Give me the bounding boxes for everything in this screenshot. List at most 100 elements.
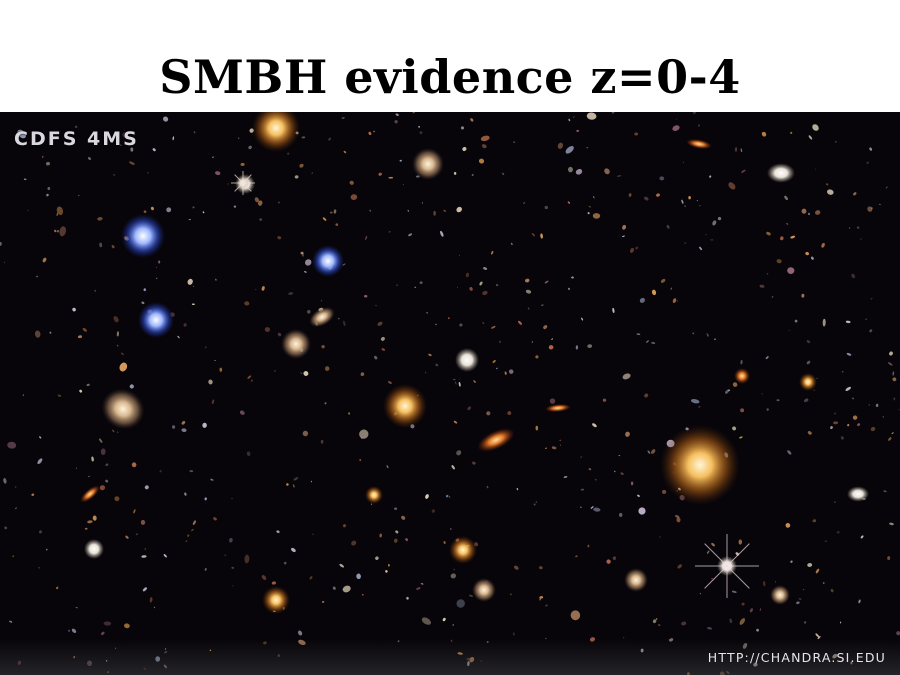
background-galaxy bbox=[453, 568, 455, 571]
background-galaxy bbox=[456, 450, 462, 456]
background-galaxy bbox=[637, 494, 640, 497]
background-galaxy bbox=[37, 458, 43, 465]
background-galaxy bbox=[202, 211, 205, 214]
background-galaxy bbox=[807, 431, 812, 435]
background-galaxy bbox=[749, 608, 753, 613]
background-galaxy bbox=[765, 356, 769, 360]
background-galaxy bbox=[767, 272, 769, 275]
background-galaxy bbox=[459, 254, 460, 256]
background-galaxy bbox=[119, 362, 128, 372]
background-galaxy bbox=[361, 594, 364, 596]
background-galaxy bbox=[531, 232, 535, 237]
background-galaxy bbox=[551, 446, 557, 450]
background-galaxy bbox=[36, 275, 38, 278]
background-galaxy bbox=[848, 227, 851, 229]
background-galaxy bbox=[780, 236, 784, 241]
background-galaxy bbox=[492, 359, 496, 364]
background-galaxy bbox=[443, 541, 446, 544]
background-galaxy bbox=[368, 131, 372, 136]
background-galaxy bbox=[452, 378, 456, 380]
background-galaxy bbox=[682, 161, 684, 164]
background-galaxy bbox=[698, 124, 700, 127]
background-galaxy bbox=[830, 426, 833, 430]
background-galaxy bbox=[193, 285, 195, 288]
background-galaxy bbox=[776, 259, 782, 264]
background-galaxy bbox=[303, 371, 309, 376]
compact-galaxy bbox=[799, 373, 817, 391]
background-galaxy bbox=[163, 554, 167, 558]
background-galaxy bbox=[155, 277, 158, 280]
background-galaxy bbox=[91, 456, 94, 462]
background-galaxy bbox=[202, 422, 207, 428]
background-galaxy bbox=[116, 431, 119, 433]
background-galaxy bbox=[523, 201, 525, 205]
background-galaxy bbox=[852, 397, 854, 400]
background-galaxy bbox=[342, 585, 351, 593]
background-galaxy bbox=[830, 588, 834, 593]
background-galaxy bbox=[97, 217, 103, 221]
background-galaxy bbox=[94, 289, 96, 292]
background-galaxy bbox=[419, 281, 423, 285]
elliptical-galaxy bbox=[660, 425, 740, 505]
background-galaxy bbox=[311, 172, 314, 174]
background-galaxy bbox=[100, 448, 106, 456]
background-galaxy bbox=[453, 171, 457, 175]
compact-galaxy bbox=[767, 163, 795, 183]
background-galaxy bbox=[499, 340, 501, 343]
background-galaxy bbox=[513, 565, 519, 570]
background-galaxy bbox=[647, 450, 651, 454]
background-galaxy bbox=[131, 462, 137, 468]
background-galaxy bbox=[426, 312, 428, 314]
background-galaxy bbox=[870, 297, 873, 300]
background-galaxy bbox=[86, 383, 90, 387]
background-galaxy bbox=[324, 402, 327, 405]
background-galaxy bbox=[264, 327, 271, 332]
background-galaxy bbox=[188, 219, 191, 221]
background-galaxy bbox=[39, 436, 42, 439]
background-galaxy bbox=[341, 117, 345, 119]
background-galaxy bbox=[244, 554, 250, 564]
background-galaxy bbox=[348, 412, 351, 415]
background-galaxy bbox=[191, 303, 195, 305]
background-galaxy bbox=[181, 420, 186, 425]
background-galaxy bbox=[545, 447, 547, 450]
background-galaxy bbox=[496, 367, 498, 370]
background-galaxy bbox=[551, 338, 553, 340]
background-galaxy bbox=[481, 144, 487, 149]
background-galaxy bbox=[42, 155, 44, 158]
background-galaxy bbox=[42, 257, 47, 263]
background-galaxy bbox=[570, 610, 581, 621]
background-galaxy bbox=[501, 172, 505, 175]
background-galaxy bbox=[513, 632, 515, 636]
background-galaxy bbox=[215, 278, 217, 281]
background-galaxy bbox=[465, 272, 469, 278]
background-galaxy bbox=[540, 233, 543, 239]
background-galaxy bbox=[808, 135, 813, 140]
spiral-galaxy bbox=[281, 329, 311, 359]
background-galaxy bbox=[557, 142, 564, 149]
blue-star bbox=[138, 302, 174, 338]
background-galaxy bbox=[785, 523, 791, 528]
background-galaxy bbox=[707, 550, 710, 554]
background-galaxy bbox=[740, 148, 743, 153]
background-galaxy bbox=[480, 135, 490, 142]
background-galaxy bbox=[639, 297, 645, 303]
background-galaxy bbox=[576, 129, 580, 132]
background-galaxy bbox=[445, 494, 449, 498]
background-galaxy bbox=[204, 497, 207, 501]
background-galaxy bbox=[812, 519, 817, 523]
elliptical-galaxy bbox=[449, 536, 477, 564]
background-galaxy bbox=[359, 459, 362, 461]
background-galaxy bbox=[586, 112, 597, 120]
background-galaxy bbox=[738, 539, 743, 545]
background-galaxy bbox=[191, 528, 194, 532]
background-galaxy bbox=[761, 131, 767, 137]
background-galaxy bbox=[339, 563, 344, 568]
background-galaxy bbox=[883, 490, 887, 493]
background-galaxy bbox=[729, 618, 733, 624]
background-galaxy bbox=[815, 633, 820, 638]
background-galaxy bbox=[834, 501, 836, 503]
background-galaxy bbox=[147, 171, 149, 174]
background-galaxy bbox=[821, 242, 825, 248]
background-galaxy bbox=[244, 301, 250, 306]
